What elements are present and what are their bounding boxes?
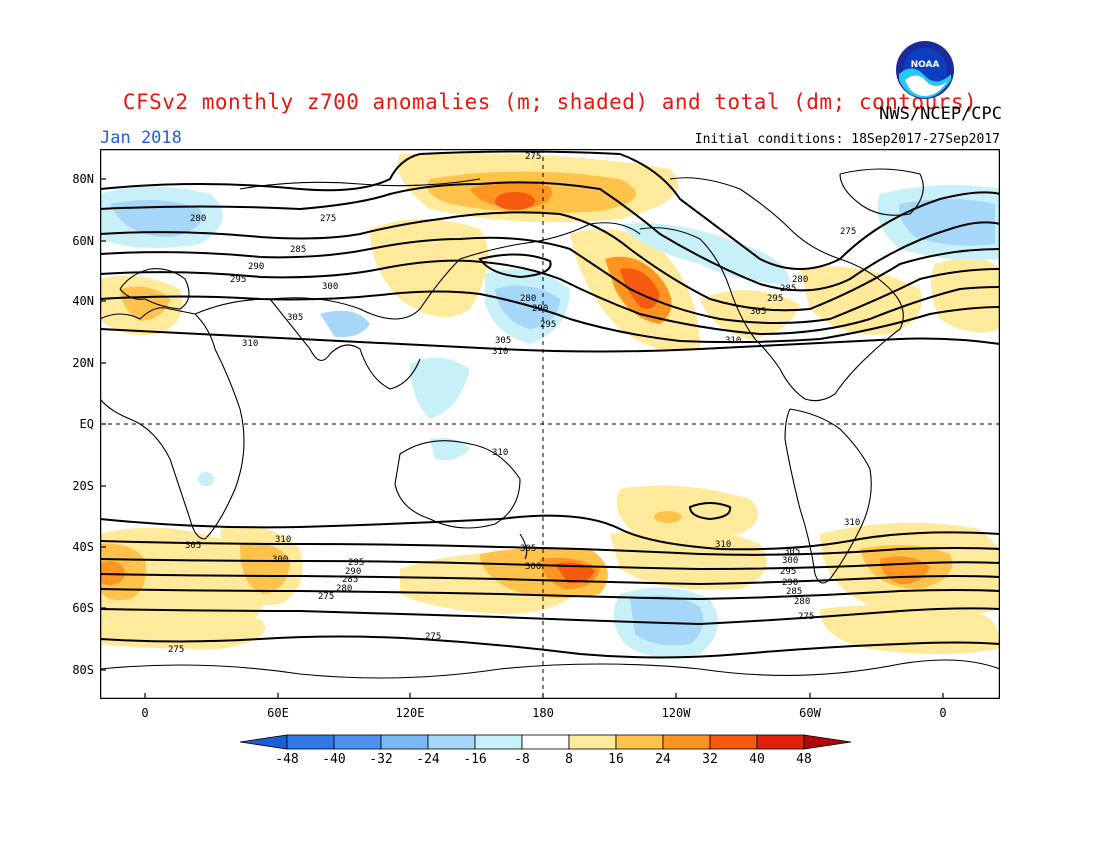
contour-label: 285 xyxy=(786,587,802,597)
contour-label: 285 xyxy=(780,284,796,294)
axis-ticks xyxy=(100,178,944,699)
lat-label-20n: 20N xyxy=(72,356,94,370)
height-contours xyxy=(100,150,1000,659)
lat-label-60n: 60N xyxy=(72,234,94,248)
contour-label: 295 xyxy=(230,275,246,285)
lat-label-40n: 40N xyxy=(72,294,94,308)
colorbar-swatch xyxy=(286,734,335,750)
contour-label: 280 xyxy=(336,584,352,594)
contour-label: 305 xyxy=(784,547,800,557)
contour-label: 295 xyxy=(540,320,556,330)
noaa-logo: NOAA xyxy=(896,41,954,99)
colorbar-swatch xyxy=(615,734,664,750)
contour-label: 280 xyxy=(520,294,536,304)
agency-label: NWS/NCEP/CPC xyxy=(879,104,1002,124)
contour-label: 300 xyxy=(272,555,288,565)
colorbar-tick-label: 40 xyxy=(749,752,765,767)
lon-label-120w: 120W xyxy=(661,706,691,720)
lat-label-eq: EQ xyxy=(79,417,94,431)
colorbar-swatch xyxy=(333,734,382,750)
contour-label: 290 xyxy=(345,567,361,577)
contour-label: 275 xyxy=(798,612,814,622)
contour-label: 310 xyxy=(725,336,741,346)
colorbar-tick-label: -40 xyxy=(322,752,346,767)
contour-label: 310 xyxy=(275,535,291,545)
contour-label: 285 xyxy=(342,575,358,585)
forecast-month: Jan 2018 xyxy=(100,128,182,148)
contour-label: 305 xyxy=(495,336,511,346)
colorbar-tick-label: -48 xyxy=(275,752,299,767)
contour-label: 300 xyxy=(525,562,541,572)
contour-label: 310 xyxy=(715,540,731,550)
colorbar-swatch xyxy=(380,734,429,750)
colorbar-swatch xyxy=(568,734,617,750)
colorbar-swatch xyxy=(756,734,805,750)
contour-label: 275 xyxy=(318,592,334,602)
colorbar-tick-label: -8 xyxy=(514,752,530,767)
lon-label-0-east: 0 xyxy=(939,706,947,720)
contour-label: 310 xyxy=(844,518,860,528)
lat-label-80s: 80S xyxy=(72,663,94,677)
lon-label-180: 180 xyxy=(532,706,554,720)
colorbar-arrow-low xyxy=(240,734,288,750)
lon-label-60w: 60W xyxy=(799,706,821,720)
contour-label: 310 xyxy=(242,339,258,349)
lat-label-60s: 60S xyxy=(72,601,94,615)
colorbar-tick-label: -24 xyxy=(416,752,440,767)
lat-label-80n: 80N xyxy=(72,172,94,186)
contour-label: 275 xyxy=(425,632,441,642)
z700-anomaly-map: 275 280 275 285 290 295 300 305 310 310 … xyxy=(100,149,1000,699)
map-title: CFSv2 monthly z700 anomalies (m; shaded)… xyxy=(122,90,978,114)
contour-label: 310 xyxy=(492,347,508,357)
colorbar-swatch xyxy=(521,734,570,750)
contour-label: 300 xyxy=(782,556,798,566)
colorbar-arrow-high xyxy=(803,734,852,750)
contour-labels: 275 280 275 285 290 295 300 305 310 310 … xyxy=(168,152,860,655)
colorbar-swatch xyxy=(662,734,711,750)
colorbar-tick-label: -16 xyxy=(463,752,487,767)
contour-label: 275 xyxy=(168,645,184,655)
colorbar-tick-label: 48 xyxy=(796,752,812,767)
contour-label: 295 xyxy=(780,567,796,577)
contour-label: 295 xyxy=(767,294,783,304)
contour-label: 305 xyxy=(520,544,536,554)
lat-label-40s: 40S xyxy=(72,540,94,554)
colorbar-swatch xyxy=(474,734,523,750)
contour-label: 305 xyxy=(185,541,201,551)
colorbar-tick-label: 32 xyxy=(702,752,718,767)
contour-label: 305 xyxy=(750,307,766,317)
contour-label: 290 xyxy=(248,262,264,272)
contour-label: 305 xyxy=(287,313,303,323)
lon-label-60e: 60E xyxy=(267,706,289,720)
lon-label-120e: 120E xyxy=(395,706,425,720)
contour-label: 280 xyxy=(792,275,808,285)
contour-label: 280 xyxy=(794,597,810,607)
contour-label: 290 xyxy=(782,578,798,588)
colorbar-tick-label: -32 xyxy=(369,752,393,767)
contour-label: 280 xyxy=(190,214,206,224)
colorbar xyxy=(240,734,852,750)
lon-label-0: 0 xyxy=(141,706,149,720)
colorbar-tick-label: 24 xyxy=(655,752,671,767)
initial-conditions-label: Initial conditions: 18Sep2017-27Sep2017 xyxy=(694,132,1000,147)
contour-label: 275 xyxy=(525,152,541,162)
contour-label: 275 xyxy=(840,227,856,237)
contour-label: 300 xyxy=(322,282,338,292)
contour-label: 310 xyxy=(492,448,508,458)
lat-label-20s: 20S xyxy=(72,479,94,493)
contour-label: 295 xyxy=(348,558,364,568)
colorbar-swatch xyxy=(427,734,476,750)
contour-label: 275 xyxy=(320,214,336,224)
contour-label: 285 xyxy=(290,245,306,255)
contour-label: 290 xyxy=(532,304,548,314)
colorbar-swatch xyxy=(709,734,758,750)
map-grid xyxy=(100,149,1000,699)
colorbar-tick-label: 16 xyxy=(608,752,624,767)
svg-text:NOAA: NOAA xyxy=(911,60,940,70)
colorbar-tick-label: 8 xyxy=(565,752,573,767)
